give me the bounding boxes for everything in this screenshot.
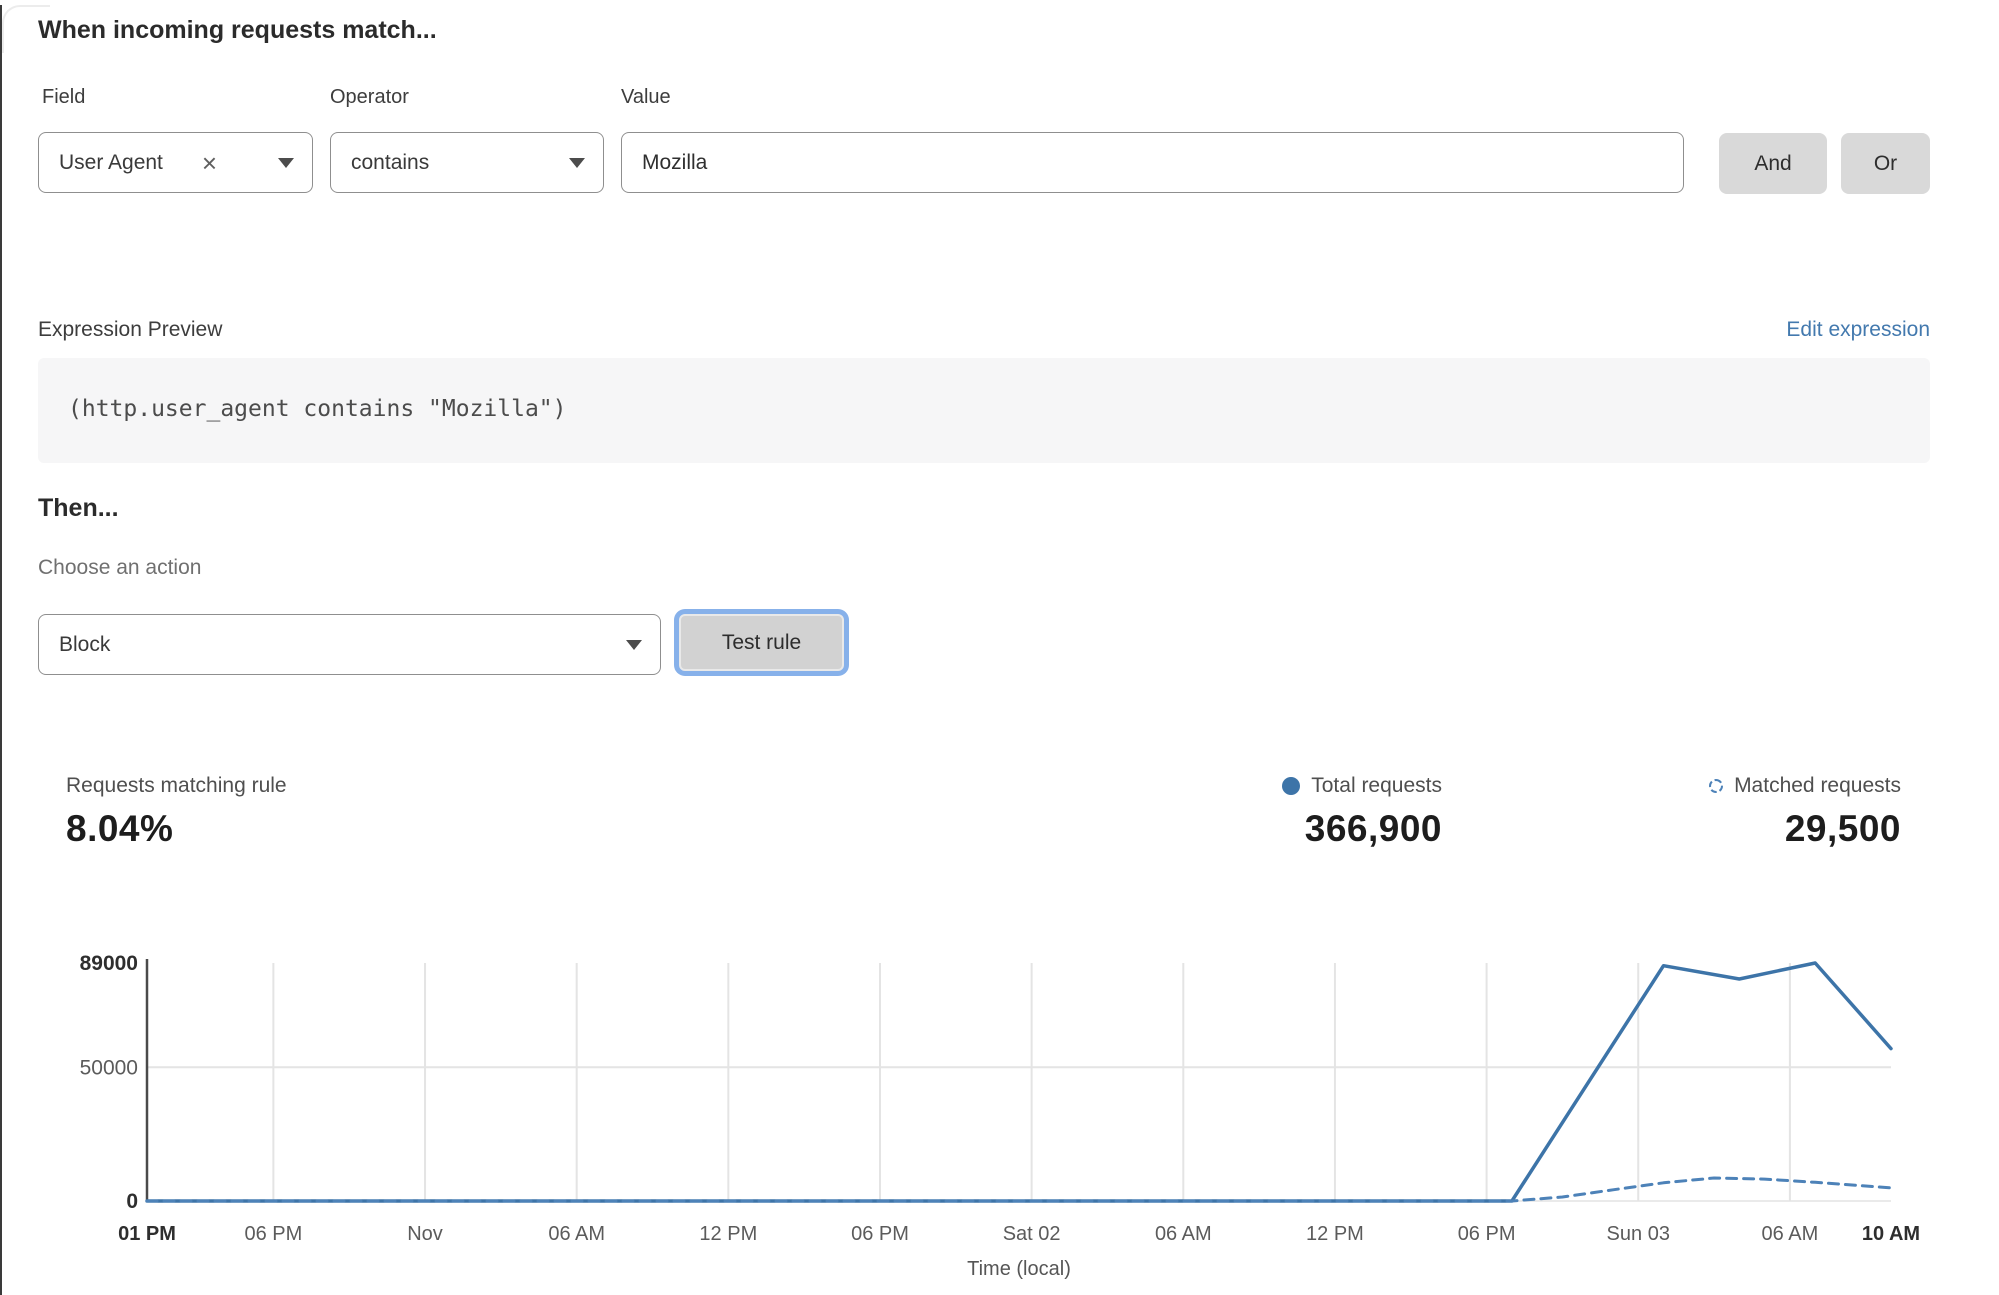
choose-action-label: Choose an action	[38, 556, 202, 579]
matching-rule-label: Requests matching rule	[66, 774, 287, 797]
x-tick-label: 06 PM	[1458, 1223, 1516, 1245]
matched-requests-line	[145, 1176, 1893, 1203]
then-heading: Then...	[38, 494, 119, 522]
x-tick-label: Nov	[407, 1223, 443, 1245]
or-button[interactable]: Or	[1841, 133, 1930, 194]
expression-code-text: (http.user_agent contains "Mozilla")	[68, 396, 567, 422]
clear-field-icon[interactable]: ×	[201, 147, 218, 178]
x-tick-label: 06 AM	[548, 1223, 605, 1245]
edit-expression-link[interactable]: Edit expression	[1786, 318, 1930, 341]
field-select-value: User Agent	[59, 150, 163, 174]
operator-select[interactable]: contains	[330, 132, 604, 193]
stat-requests-matching: Requests matching rule 8.04%	[66, 774, 287, 850]
panel-top-left-corner	[2, 5, 50, 53]
x-tick-label: 12 PM	[1306, 1223, 1364, 1245]
x-tick-label: 06 AM	[1762, 1223, 1819, 1245]
x-tick-label: Sun 03	[1607, 1223, 1670, 1245]
matched-requests-legend-circle-icon	[1709, 779, 1724, 793]
stat-matched-requests: Matched requests 29,500	[1709, 774, 1901, 850]
x-tick-label: 10 AM	[1862, 1223, 1920, 1245]
operator-select-value: contains	[351, 150, 430, 174]
total-requests-label: Total requests	[1311, 774, 1442, 797]
operator-label: Operator	[330, 86, 409, 108]
matching-rule-value: 8.04%	[66, 808, 174, 849]
chevron-down-icon	[278, 157, 294, 168]
test-rule-button[interactable]: Test rule	[679, 614, 844, 671]
y-tick-label: 0	[126, 1190, 138, 1213]
x-tick-label: 06 AM	[1155, 1223, 1212, 1245]
field-label: Field	[42, 86, 86, 108]
action-select[interactable]: Block	[38, 614, 661, 675]
stat-total-requests: Total requests 366,900	[1282, 774, 1442, 850]
y-tick-label: 50000	[80, 1056, 138, 1079]
matched-requests-value: 29,500	[1784, 808, 1901, 849]
field-select[interactable]: User Agent ×	[38, 132, 313, 193]
y-tick-label: 89000	[80, 952, 138, 975]
chevron-down-icon	[569, 157, 585, 168]
match-heading: When incoming requests match...	[38, 16, 437, 44]
matched-requests-label: Matched requests	[1734, 774, 1901, 797]
action-select-value: Block	[59, 632, 111, 656]
x-tick-label: 06 PM	[851, 1223, 909, 1245]
total-requests-line	[145, 961, 1893, 1203]
total-requests-legend-dot-icon	[1282, 777, 1301, 795]
and-button[interactable]: And	[1719, 133, 1827, 194]
total-requests-value: 366,900	[1304, 808, 1442, 849]
time-axis-label: Time (local)	[967, 1258, 1071, 1280]
value-input[interactable]	[621, 132, 1684, 193]
x-tick-label: 12 PM	[699, 1223, 757, 1245]
expression-preview-label: Expression Preview	[38, 318, 223, 341]
x-tick-label: 06 PM	[244, 1223, 302, 1245]
value-label: Value	[621, 86, 671, 108]
x-tick-label: 01 PM	[118, 1223, 176, 1245]
x-tick-label: Sat 02	[1003, 1223, 1061, 1245]
panel-left-edge	[0, 5, 2, 1295]
expression-preview-box: (http.user_agent contains "Mozilla")	[38, 358, 1930, 463]
chevron-down-icon	[626, 639, 642, 650]
